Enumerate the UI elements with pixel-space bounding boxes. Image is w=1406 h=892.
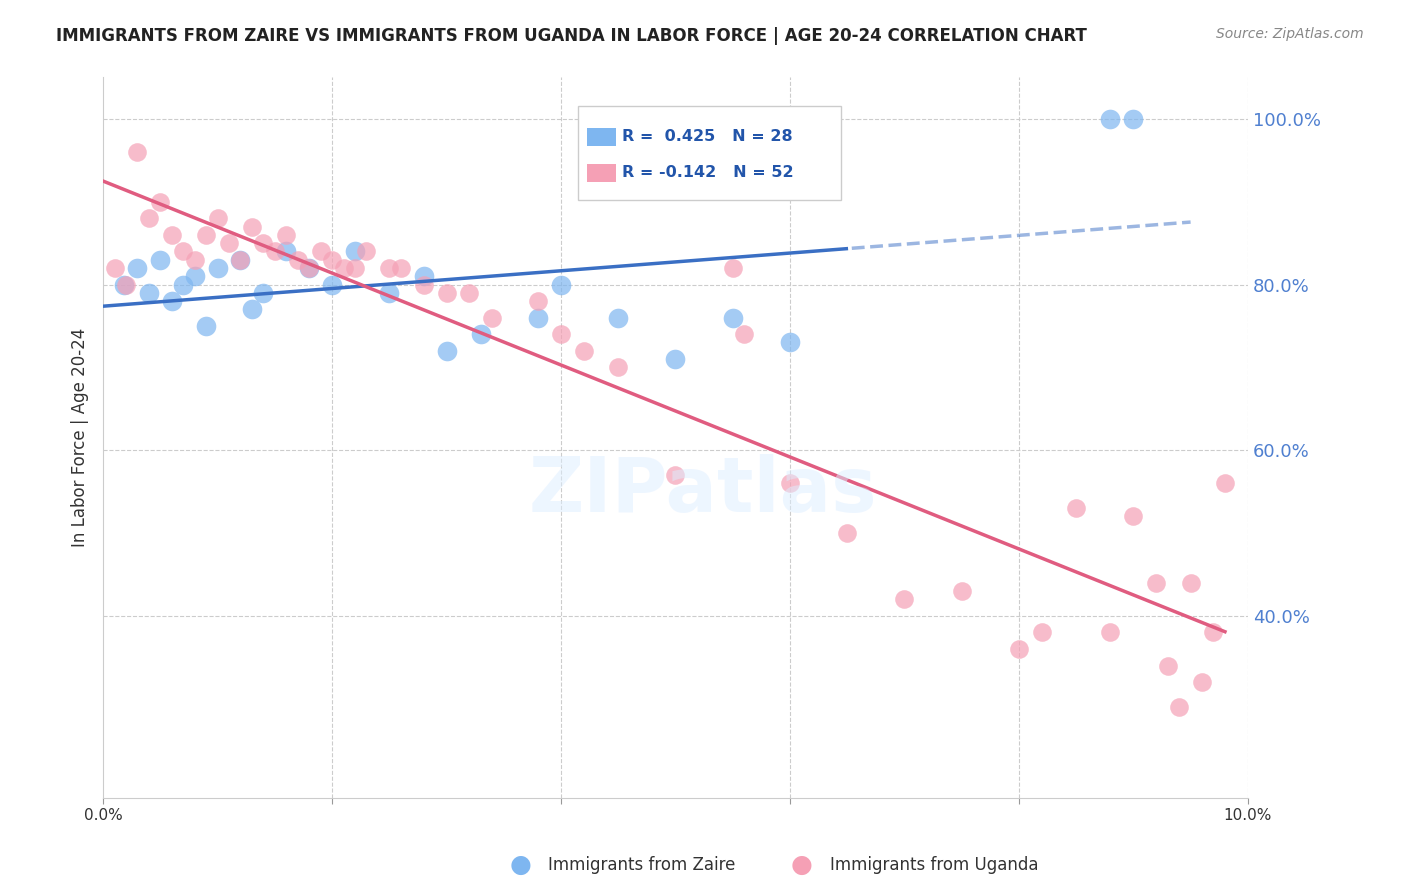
Point [527,294,550,309]
Point [160,227,183,242]
Point [1202,625,1225,640]
Point [229,252,252,267]
Point [837,526,859,541]
Point [550,277,572,292]
Point [103,260,125,275]
Point [183,252,205,267]
Point [195,227,218,242]
Point [733,327,755,342]
Point [607,360,630,375]
Point [1122,509,1144,524]
Point [527,310,550,325]
Point [779,335,801,350]
Point [252,285,274,300]
Point [229,252,252,267]
Point [321,252,343,267]
Point [412,277,434,292]
Point [343,260,366,275]
Point [412,269,434,284]
Point [298,260,321,275]
Point [1122,112,1144,126]
Point [664,352,686,367]
Point [321,277,343,292]
Text: R = -0.142   N = 52: R = -0.142 N = 52 [621,165,793,180]
Point [664,468,686,483]
Point [172,277,194,292]
Text: ZIPatlas: ZIPatlas [529,454,877,527]
Point [207,211,229,226]
Text: IMMIGRANTS FROM ZAIRE VS IMMIGRANTS FROM UGANDA IN LABOR FORCE | AGE 20-24 CORRE: IMMIGRANTS FROM ZAIRE VS IMMIGRANTS FROM… [56,27,1087,45]
Text: Immigrants from Uganda: Immigrants from Uganda [830,856,1038,874]
Point [481,310,503,325]
Point [195,318,218,333]
Point [607,310,630,325]
Point [276,227,298,242]
Text: Immigrants from Zaire: Immigrants from Zaire [548,856,735,874]
Point [309,244,332,259]
Point [1180,575,1202,590]
Bar [588,164,616,182]
Bar [588,128,616,146]
Point [332,260,354,275]
Point [1144,575,1167,590]
Point [343,244,366,259]
Point [721,260,744,275]
Point [240,219,263,234]
Point [572,343,595,358]
Point [252,236,274,251]
Point [1157,658,1180,673]
Point [276,244,298,259]
Point [115,277,138,292]
Point [240,302,263,317]
Text: ●: ● [790,854,813,877]
Point [779,476,801,491]
Point [721,310,744,325]
Point [950,584,973,599]
Point [389,260,412,275]
Point [378,285,401,300]
Point [1008,642,1031,657]
Point [1213,476,1236,491]
Point [470,327,492,342]
Bar [578,106,841,200]
Point [436,285,458,300]
Text: ●: ● [509,854,531,877]
Point [1099,112,1122,126]
Point [356,244,378,259]
Point [112,277,135,292]
Point [893,592,915,607]
Point [149,252,172,267]
Point [1031,625,1053,640]
Point [160,294,183,309]
Point [263,244,285,259]
Point [550,327,572,342]
Point [183,269,205,284]
Point [172,244,194,259]
Text: R =  0.425   N = 28: R = 0.425 N = 28 [621,129,793,144]
Point [378,260,401,275]
Point [218,236,240,251]
Text: Source: ZipAtlas.com: Source: ZipAtlas.com [1216,27,1364,41]
Y-axis label: In Labor Force | Age 20-24: In Labor Force | Age 20-24 [72,328,89,548]
Point [1168,700,1191,714]
Point [298,260,321,275]
Point [138,285,160,300]
Point [207,260,229,275]
Point [1099,625,1122,640]
Point [287,252,309,267]
Point [1191,675,1213,690]
Point [436,343,458,358]
Point [458,285,481,300]
Point [127,145,149,159]
Point [149,194,172,209]
Point [1064,501,1087,516]
Point [127,260,149,275]
Point [138,211,160,226]
